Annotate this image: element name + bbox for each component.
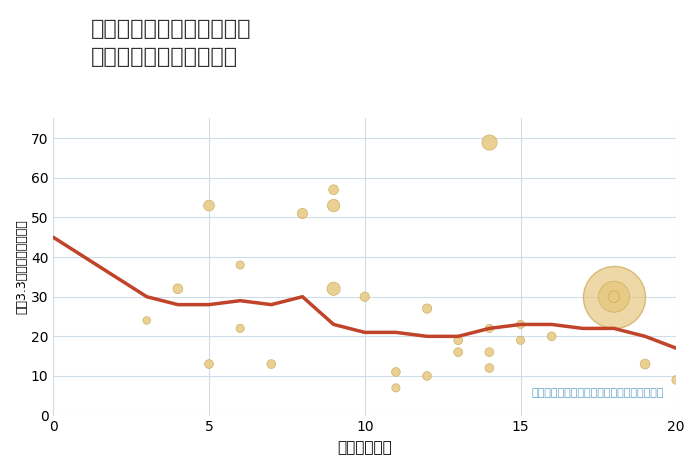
Point xyxy=(391,368,402,376)
Point xyxy=(391,384,402,392)
Y-axis label: 坪（3.3㎡）単価（万円）: 坪（3.3㎡）単価（万円） xyxy=(15,219,28,314)
Point xyxy=(546,333,557,340)
Point xyxy=(234,325,246,332)
Point xyxy=(204,202,215,209)
Point xyxy=(515,337,526,344)
Point xyxy=(421,372,433,380)
Point xyxy=(608,293,620,300)
Point xyxy=(141,317,153,324)
Point xyxy=(608,293,620,300)
Point xyxy=(671,376,682,384)
Point xyxy=(328,285,339,292)
Point xyxy=(204,360,215,368)
Point xyxy=(608,293,620,300)
Point xyxy=(234,261,246,269)
Point xyxy=(515,321,526,328)
Point xyxy=(484,325,495,332)
Point xyxy=(484,364,495,372)
Point xyxy=(484,348,495,356)
Point xyxy=(328,202,339,209)
Point xyxy=(484,138,495,146)
Point xyxy=(359,293,370,300)
Point xyxy=(297,210,308,217)
Point xyxy=(453,348,464,356)
Point xyxy=(421,305,433,313)
Text: 兵庫県豊岡市出石町小人の
駅距離別中古戸建て価格: 兵庫県豊岡市出石町小人の 駅距離別中古戸建て価格 xyxy=(91,19,251,67)
X-axis label: 駅距離（分）: 駅距離（分） xyxy=(337,440,392,455)
Point xyxy=(640,360,651,368)
Text: 円の大きさは、取引のあった物件面積を示す: 円の大きさは、取引のあった物件面積を示す xyxy=(531,388,664,398)
Point xyxy=(328,186,339,194)
Point xyxy=(453,337,464,344)
Point xyxy=(172,285,183,292)
Point xyxy=(266,360,277,368)
